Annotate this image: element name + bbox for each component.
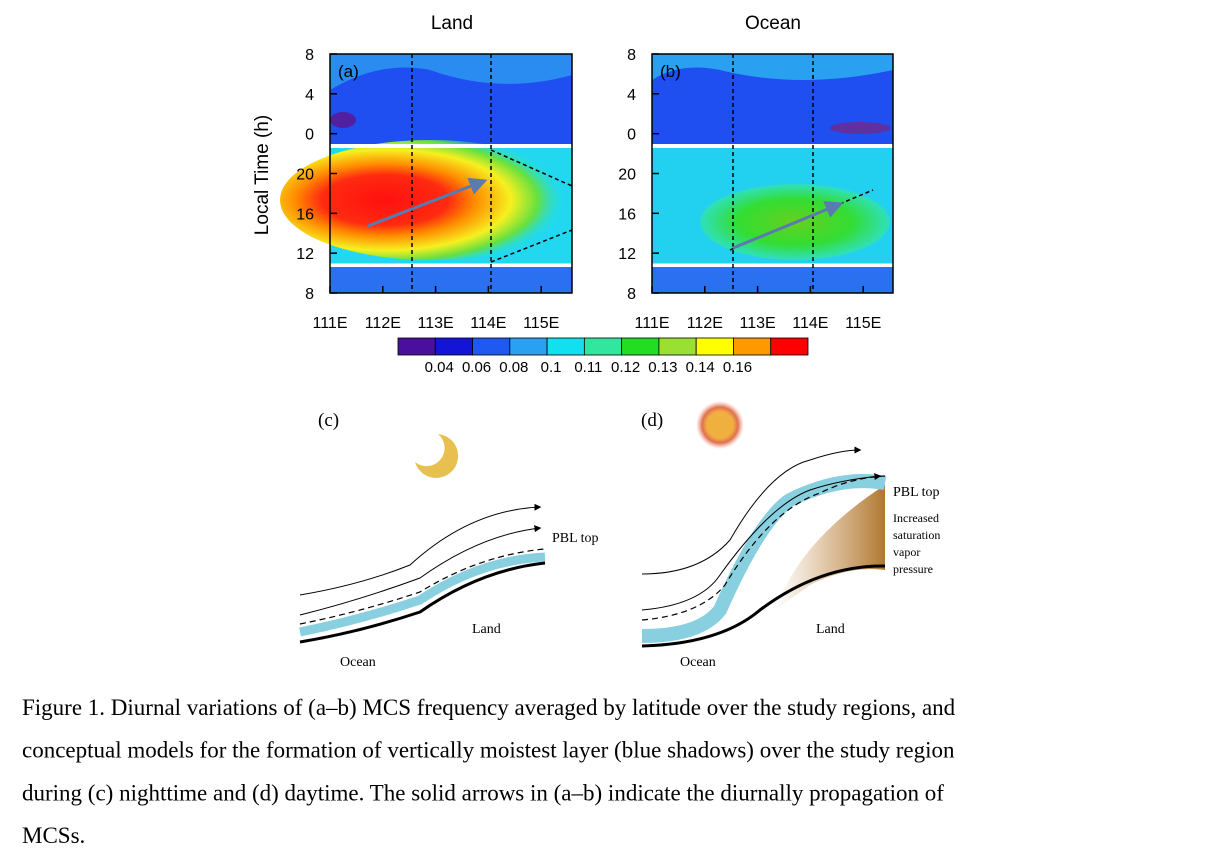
diagram-night <box>299 434 546 644</box>
heatmap-ocean <box>651 53 894 294</box>
y-axis-label: Local Time (h) <box>252 115 273 235</box>
colorbar-swatch <box>658 337 697 356</box>
x-tick-label: 111E <box>635 315 670 332</box>
x-tick-label: 113E <box>418 315 454 332</box>
y-tick-label: 4 <box>305 87 314 104</box>
colorbar-label: 0.14 <box>686 359 715 376</box>
x-tick-label: 114E <box>792 315 828 332</box>
panel-title: Land <box>431 13 473 34</box>
caption-line: MCSs. <box>22 823 85 848</box>
x-tick-label: 111E <box>313 315 348 332</box>
colorbar-swatch <box>509 337 548 356</box>
colorbar-label: 0.04 <box>425 359 454 376</box>
note-line: Increased <box>893 511 939 525</box>
panel-title: Ocean <box>745 13 801 34</box>
colorbar-label: 0.1 <box>541 359 562 376</box>
diagram-letter: (d) <box>641 410 663 431</box>
y-tick-label: 20 <box>618 167 636 184</box>
colorbar-swatch <box>770 337 809 356</box>
panel-letter: (a) <box>338 62 359 81</box>
colorbar-swatch <box>546 337 585 356</box>
colorbar-swatch <box>434 337 473 356</box>
y-tick-label: 8 <box>627 47 636 64</box>
colorbar-swatch <box>733 337 772 356</box>
colorbar-swatch <box>397 337 436 356</box>
colorbar-label: 0.06 <box>462 359 491 376</box>
note-line: pressure <box>893 562 933 576</box>
y-tick-label: 20 <box>296 167 314 184</box>
colorbar-label: 0.13 <box>648 359 677 376</box>
ocean-label: Ocean <box>340 655 376 670</box>
y-tick-label: 4 <box>627 87 636 104</box>
diagram-day <box>641 401 887 648</box>
colorbar-label: 0.12 <box>611 359 640 376</box>
y-tick-label: 0 <box>627 127 636 144</box>
colorbar-swatch <box>621 337 660 356</box>
heatmap-land <box>280 53 580 294</box>
colorbar-swatch <box>583 337 623 356</box>
caption-line: during (c) nighttime and (d) daytime. Th… <box>22 780 944 805</box>
land-label: Land <box>472 622 501 637</box>
caption-line: Figure 1. Diurnal variations of (a–b) MC… <box>22 695 956 720</box>
colorbar-label: 0.16 <box>723 359 752 376</box>
caption-line: conceptual models for the formation of v… <box>22 738 955 763</box>
y-tick-label: 16 <box>296 206 314 223</box>
land-label: Land <box>816 622 845 637</box>
colorbar-label: 0.08 <box>499 359 528 376</box>
pbl-label: PBL top <box>893 485 940 500</box>
x-tick-label: 115E <box>845 315 881 332</box>
x-tick-label: 112E <box>687 315 723 332</box>
x-tick-label: 113E <box>740 315 776 332</box>
colorbar-swatch <box>695 337 734 356</box>
x-tick-label: 115E <box>523 315 559 332</box>
y-tick-label: 8 <box>627 286 636 303</box>
colorbar-swatch <box>472 337 511 356</box>
panel-letter: (b) <box>660 62 681 81</box>
y-tick-label: 12 <box>618 246 636 263</box>
x-tick-label: 112E <box>365 315 401 332</box>
note-line: vapor <box>893 545 920 559</box>
colorbar-label: 0.11 <box>574 359 602 376</box>
y-tick-label: 8 <box>305 286 314 303</box>
pbl-label: PBL top <box>552 531 599 546</box>
diagram-letter: (c) <box>318 410 339 431</box>
y-tick-label: 16 <box>618 206 636 223</box>
y-tick-label: 8 <box>305 47 314 64</box>
y-tick-label: 0 <box>305 127 314 144</box>
y-tick-label: 12 <box>296 246 314 263</box>
x-tick-label: 114E <box>470 315 506 332</box>
note-line: saturation <box>893 528 940 542</box>
ocean-label: Ocean <box>680 655 716 670</box>
